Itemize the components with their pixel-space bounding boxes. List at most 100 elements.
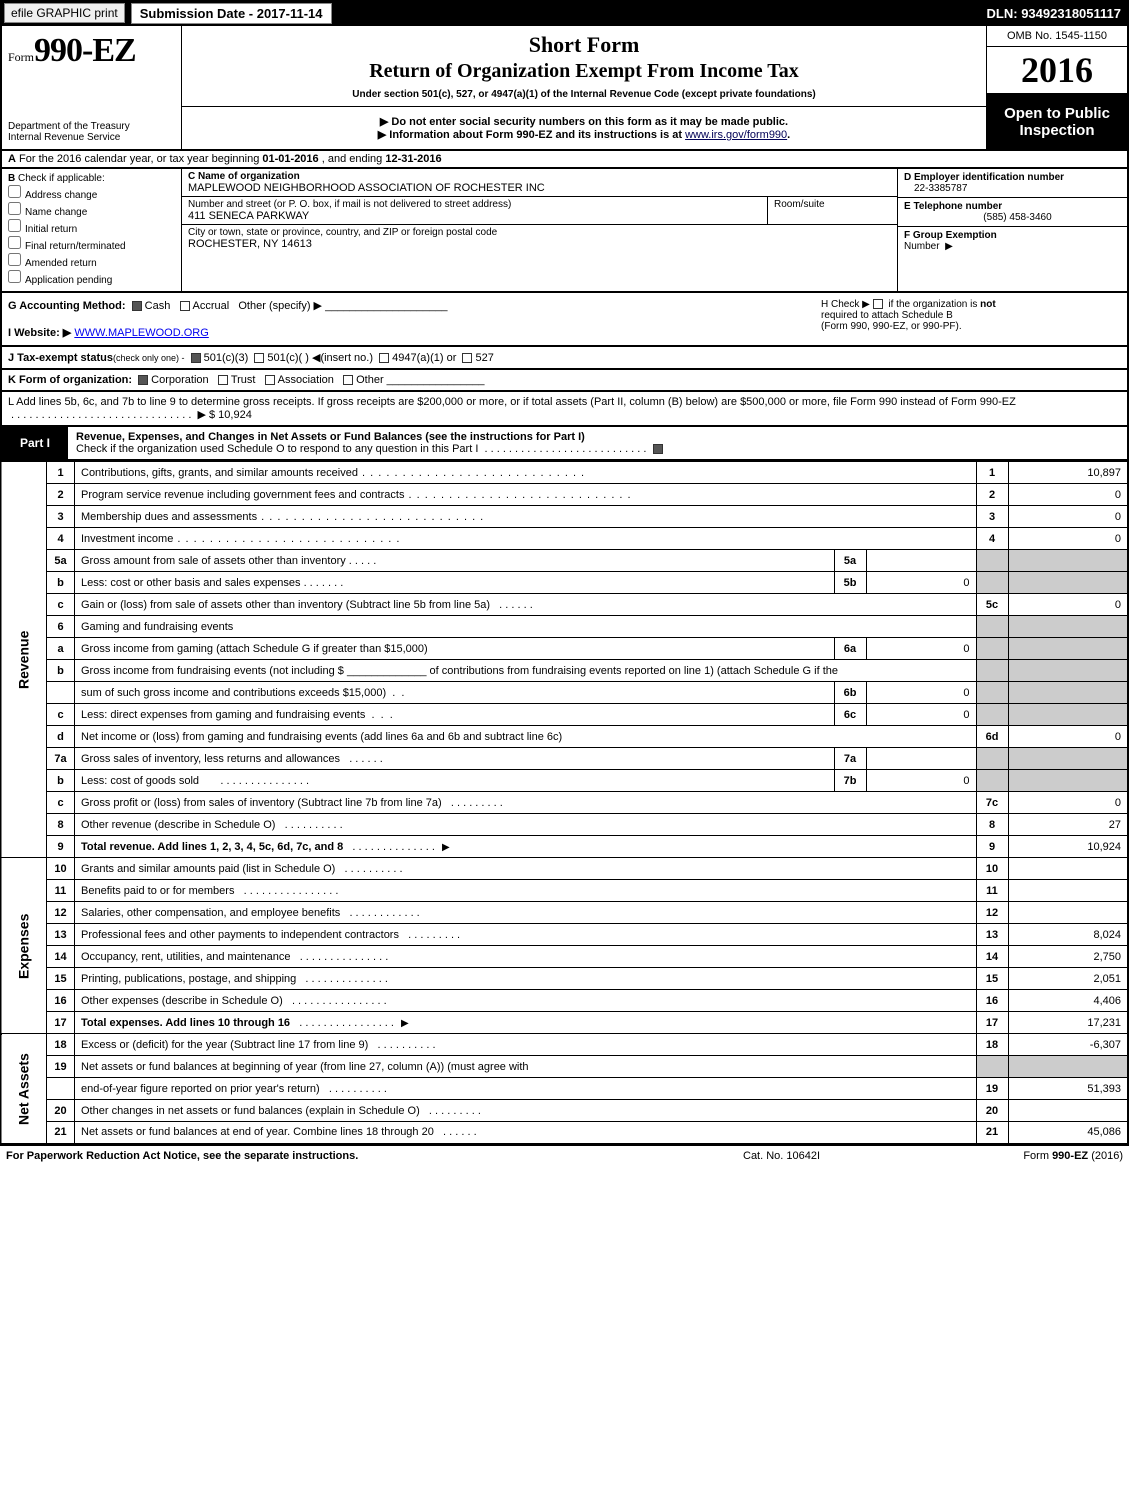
irs-link[interactable]: www.irs.gov/form990 (685, 129, 787, 141)
mid-num: 7b (834, 770, 866, 792)
chk-corporation[interactable] (138, 375, 148, 385)
form-header: Form990-EZ Department of the Treasury In… (0, 26, 1129, 151)
chk-501c[interactable] (254, 353, 264, 363)
open-to-public-badge: Open to Public Inspection (987, 94, 1127, 149)
h-l2: required to attach Schedule B (821, 310, 953, 321)
chk-4947[interactable] (379, 353, 389, 363)
line-val: 4,406 (1008, 990, 1128, 1012)
part1-table: Revenue 1 Contributions, gifts, grants, … (0, 461, 1129, 1145)
shade-cell (1008, 638, 1128, 660)
chk-501c3[interactable] (191, 353, 201, 363)
bullet-ssn: ▶ Do not enter social security numbers o… (190, 115, 978, 128)
line-desc: Less: direct expenses from gaming and fu… (75, 704, 835, 726)
line-desc: Investment income (75, 528, 977, 550)
line-num: 10 (47, 858, 75, 880)
line-rn: 15 (976, 968, 1008, 990)
bullet-info-post: . (787, 129, 790, 141)
bullet-info: ▶ Information about Form 990-EZ and its … (190, 128, 978, 141)
line-rn: 13 (976, 924, 1008, 946)
k-o3: Association (278, 374, 334, 386)
shade-cell (976, 660, 1008, 682)
page-footer: For Paperwork Reduction Act Notice, see … (0, 1145, 1129, 1166)
line-desc: Printing, publications, postage, and shi… (75, 968, 977, 990)
section-bcdef: B Check if applicable: Address change Na… (0, 169, 1129, 293)
chk-other-org[interactable] (343, 375, 353, 385)
line-num: 21 (47, 1122, 75, 1144)
line-desc: Gross amount from sale of assets other t… (75, 550, 835, 572)
line-desc: Excess or (deficit) for the year (Subtra… (75, 1034, 977, 1056)
short-form-title: Short Form (190, 32, 978, 58)
chk-application-pending[interactable]: Application pending (8, 270, 175, 286)
line-num: 4 (47, 528, 75, 550)
chk-initial-return[interactable]: Initial return (8, 219, 175, 235)
shade-cell (976, 638, 1008, 660)
d-label: D Employer identification number (904, 172, 1064, 183)
line-num: 19 (47, 1056, 75, 1078)
part1-title-block: Revenue, Expenses, and Changes in Net As… (68, 427, 1127, 459)
line-val: 10,897 (1008, 462, 1128, 484)
chk-final-return[interactable]: Final return/terminated (8, 236, 175, 252)
line-val (1008, 1100, 1128, 1122)
website-link[interactable]: WWW.MAPLEWOOD.ORG (74, 327, 208, 339)
chk-name-change[interactable]: Name change (8, 202, 175, 218)
c-addr-label: Number and street (or P. O. box, if mail… (188, 199, 761, 210)
line-desc: Gross income from fundraising events (no… (75, 660, 977, 682)
chk-association[interactable] (265, 375, 275, 385)
mid-val: 0 (866, 704, 976, 726)
chk-address-change[interactable]: Address change (8, 185, 175, 201)
j-o4: 527 (475, 352, 493, 364)
line-desc: Membership dues and assessments (75, 506, 977, 528)
chk-trust[interactable] (218, 375, 228, 385)
line-val: -6,307 (1008, 1034, 1128, 1056)
chk-amended-return[interactable]: Amended return (8, 253, 175, 269)
line-rn: 16 (976, 990, 1008, 1012)
arrow-icon (438, 841, 454, 853)
line-rn: 21 (976, 1122, 1008, 1144)
section-a-period: A For the 2016 calendar year, or tax yea… (0, 151, 1129, 169)
line-desc: Less: cost of goods sold . . . . . . . .… (75, 770, 835, 792)
mid-val (866, 748, 976, 770)
line-rn: 18 (976, 1034, 1008, 1056)
chk-cash[interactable] (132, 301, 142, 311)
section-j: J Tax-exempt status(check only one) - 50… (0, 347, 1129, 370)
mid-num: 6a (834, 638, 866, 660)
line-num: d (47, 726, 75, 748)
line-val: 2,750 (1008, 946, 1128, 968)
chk-schedule-b[interactable] (873, 299, 883, 309)
chk-address-change-label: Address change (25, 190, 97, 201)
open-line1: Open to Public (991, 105, 1123, 122)
section-g: G Accounting Method: Cash Accrual Other … (8, 299, 821, 312)
shade-cell (1008, 682, 1128, 704)
footer-right-bold: 990-EZ (1052, 1150, 1088, 1162)
line-num: 6 (47, 616, 75, 638)
room-suite-label: Room/suite (767, 197, 897, 224)
line-num: 12 (47, 902, 75, 924)
dept-treasury: Department of the Treasury Internal Reve… (8, 121, 175, 143)
efile-print-button[interactable]: efile GRAPHIC print (4, 3, 125, 23)
line-num: 13 (47, 924, 75, 946)
line-num: b (47, 660, 75, 682)
bullet-info-pre: ▶ Information about Form 990-EZ and its … (378, 129, 685, 141)
chk-accrual[interactable] (180, 301, 190, 311)
mid-num: 7a (834, 748, 866, 770)
chk-schedule-o-part1[interactable] (653, 444, 663, 454)
shade-cell (1008, 1056, 1128, 1078)
period-mid: , and ending (319, 153, 386, 165)
line-desc: Total revenue. Add lines 1, 2, 3, 4, 5c,… (75, 836, 977, 858)
period-pre: For the 2016 calendar year, or tax year … (19, 153, 262, 165)
line-rn: 8 (976, 814, 1008, 836)
shade-cell (1008, 770, 1128, 792)
line-rn: 5c (976, 594, 1008, 616)
section-g-i: G Accounting Method: Cash Accrual Other … (8, 299, 821, 339)
line-desc: Net income or (loss) from gaming and fun… (75, 726, 977, 748)
e-label: E Telephone number (904, 201, 1002, 212)
line-num (47, 1078, 75, 1100)
chk-application-pending-label: Application pending (25, 275, 112, 286)
l-text: L Add lines 5b, 6c, and 7b to line 9 to … (8, 396, 1016, 408)
chk-527[interactable] (462, 353, 472, 363)
submission-date-box: Submission Date - 2017-11-14 (131, 3, 332, 24)
line-desc: Benefits paid to or for members . . . . … (75, 880, 977, 902)
cash-label: Cash (145, 300, 171, 312)
shade-cell (976, 1056, 1008, 1078)
phone-value: (585) 458-3460 (914, 212, 1121, 223)
